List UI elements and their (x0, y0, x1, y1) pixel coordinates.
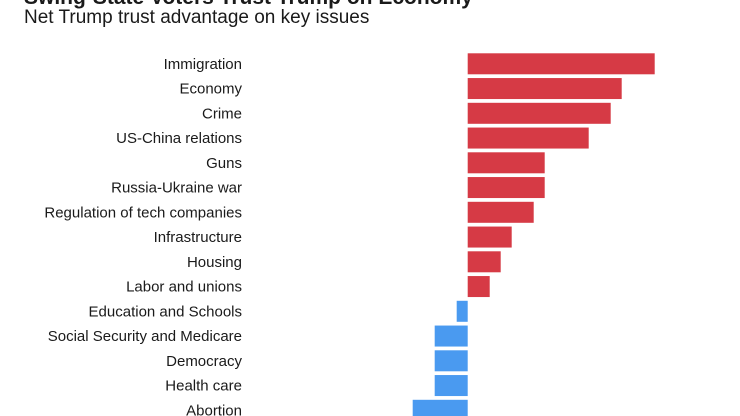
bar (467, 177, 545, 199)
category-label: Health care (165, 378, 242, 395)
bar (467, 127, 589, 149)
category-label: Regulation of tech companies (44, 204, 242, 221)
category-label: Guns (206, 155, 242, 172)
bar (434, 350, 468, 372)
category-label: Abortion (186, 402, 242, 416)
category-label: Immigration (164, 56, 242, 73)
category-label: Housing (187, 254, 242, 271)
category-label: Infrastructure (154, 229, 242, 246)
bar (467, 78, 622, 100)
chart-subtitle: Net Trump trust advantage on key issues (24, 7, 370, 28)
bar (456, 300, 468, 322)
category-label: Labor and unions (126, 279, 242, 296)
bar (467, 53, 655, 75)
bar (467, 276, 490, 298)
category-label: US-China relations (116, 130, 242, 147)
category-label: Economy (179, 81, 242, 98)
bar (467, 201, 534, 223)
bar (434, 375, 468, 397)
category-label: Crime (202, 105, 242, 122)
bar (467, 102, 611, 124)
category-label: Social Security and Medicare (48, 328, 242, 345)
bar (467, 152, 545, 174)
bar (467, 226, 512, 248)
category-label: Russia-Ukraine war (111, 180, 242, 197)
bar (412, 399, 468, 416)
bar (467, 251, 501, 273)
bar (434, 325, 468, 347)
category-label: Democracy (166, 353, 242, 370)
category-label: Education and Schools (89, 303, 242, 320)
chart-title: Swing-State Voters Trust Trump on Econom… (24, 0, 473, 10)
